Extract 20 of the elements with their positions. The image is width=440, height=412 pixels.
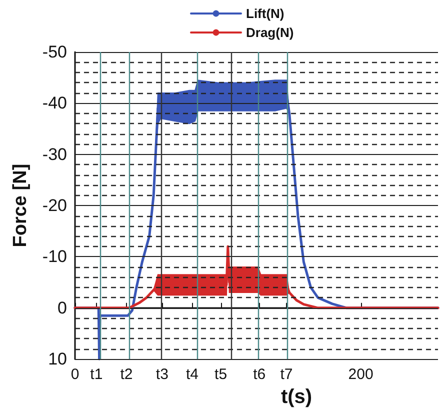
y-tick-label: -10: [42, 247, 67, 266]
x-tick-label: t7: [280, 366, 293, 384]
legend-label: Lift(N): [246, 6, 284, 21]
x-tick-label: t5: [214, 366, 228, 384]
x-tick-label: 0: [70, 366, 80, 384]
y-tick-label: -40: [42, 94, 67, 113]
y-tick-label: 0: [58, 298, 67, 318]
x-tick-label: t2: [120, 366, 133, 384]
x-tick-label: 200: [348, 366, 374, 384]
y-axis-title: Force [N]: [10, 164, 31, 248]
y-tick-label: 10: [48, 350, 67, 369]
x-tick-label: t3: [156, 366, 168, 384]
legend-label: Drag(N): [246, 25, 294, 40]
x-tick-label: t6: [253, 366, 266, 384]
y-tick-label: -30: [42, 144, 67, 164]
x-tick-label: t1: [90, 366, 103, 384]
x-axis-title: t(s): [280, 386, 312, 408]
y-tick-label: -50: [42, 42, 67, 62]
x-tick-label: t4: [186, 366, 198, 384]
y-tick-label: -20: [42, 196, 67, 216]
